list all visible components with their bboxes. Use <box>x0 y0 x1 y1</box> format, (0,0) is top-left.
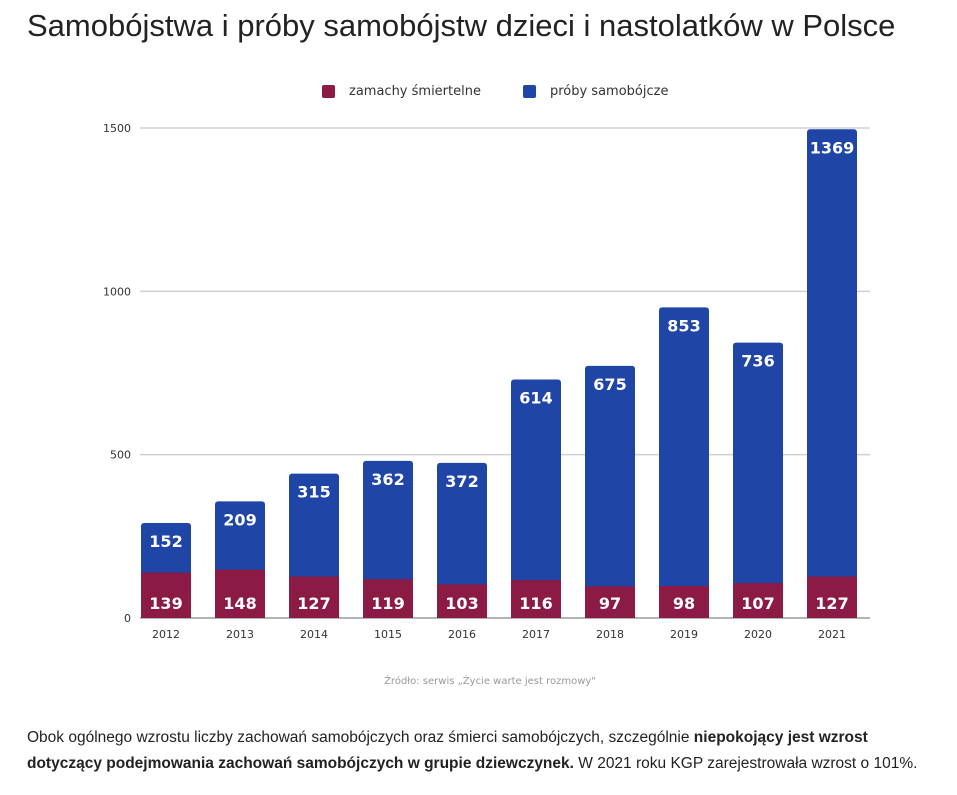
x-tick-label: 2020 <box>744 628 772 641</box>
bar-attempts <box>733 342 783 588</box>
data-label-deaths: 139 <box>149 594 182 613</box>
x-tick-label: 2016 <box>448 628 476 641</box>
data-label-deaths: 148 <box>223 594 256 613</box>
bar-attempts <box>807 129 857 581</box>
data-label-attempts: 362 <box>371 470 404 489</box>
x-tick-label: 2018 <box>596 628 624 641</box>
y-tick-label: 1500 <box>103 122 131 135</box>
legend: zamachy śmiertelne próby samobójcze <box>322 84 710 99</box>
data-label-attempts: 853 <box>667 316 700 335</box>
data-label-attempts: 1369 <box>810 138 855 157</box>
data-label-deaths: 119 <box>371 594 404 613</box>
bar-chart: 0 500 1000 1500 152 139 2012 209 148 2013 315 127 20… <box>103 122 870 641</box>
bar-deaths <box>289 576 339 618</box>
bar-attempts <box>289 473 339 581</box>
x-tick-label: 2017 <box>522 628 550 641</box>
data-label-deaths: 127 <box>297 594 330 613</box>
data-label-attempts: 372 <box>445 472 478 491</box>
x-tick-label: 2021 <box>818 628 846 641</box>
bar-attempts <box>141 522 191 577</box>
y-tick-label: 1000 <box>103 285 131 298</box>
legend-label-attempts: próby samobójcze <box>549 84 669 99</box>
data-label-attempts: 675 <box>593 375 626 394</box>
x-tick-label: 2019 <box>670 628 698 641</box>
data-label-attempts: 736 <box>741 352 774 371</box>
note-text-2: W 2021 roku KGP zarejestrowała wzrost o … <box>573 755 918 772</box>
x-tick-label: 2014 <box>300 628 328 641</box>
bar-deaths <box>733 583 783 618</box>
bar-deaths <box>585 586 635 618</box>
bar-attempts <box>511 379 561 585</box>
bar-deaths <box>215 569 265 618</box>
chart-title: Samobójstwa i próby samobójstw dzieci i … <box>27 8 896 43</box>
data-label-deaths: 107 <box>741 594 774 613</box>
bar-deaths <box>511 580 561 618</box>
x-tick-label: 1015 <box>374 628 402 641</box>
data-label-deaths: 103 <box>445 594 478 613</box>
data-label-attempts: 614 <box>519 389 552 408</box>
y-tick-label: 500 <box>110 449 131 462</box>
bar-deaths <box>363 579 413 618</box>
x-tick-label: 2012 <box>152 628 180 641</box>
bar-deaths <box>807 576 857 618</box>
data-label-attempts: 152 <box>149 532 182 551</box>
source-note: Źródło: serwis „Życie warte jest rozmowy… <box>384 676 596 687</box>
bar-attempts <box>659 307 709 590</box>
note-text-1: Obok ogólnego wzrostu liczby zachowań sa… <box>27 729 694 746</box>
data-label-deaths: 98 <box>673 594 695 613</box>
bar-deaths <box>437 584 487 618</box>
description-paragraph: Obok ogólnego wzrostu liczby zachowań sa… <box>27 725 942 777</box>
bar-deaths <box>659 585 709 618</box>
legend-item-deaths: zamachy śmiertelne <box>322 84 481 99</box>
x-tick-label: 2013 <box>226 628 254 641</box>
y-tick-label: 0 <box>124 612 131 625</box>
bar-attempts <box>363 460 413 584</box>
bar-attempts <box>215 501 265 574</box>
legend-swatch-attempts <box>522 85 536 98</box>
data-label-deaths: 127 <box>815 594 848 613</box>
legend-label-deaths: zamachy śmiertelne <box>349 84 481 99</box>
note-text-bold: niepokojący jest wzrost dotyczący podejm… <box>27 729 868 772</box>
bar-attempts <box>437 462 487 589</box>
data-label-deaths: 116 <box>519 594 552 613</box>
legend-swatch-deaths <box>322 85 335 98</box>
data-label-attempts: 315 <box>297 483 330 502</box>
bar-deaths <box>141 572 191 618</box>
legend-item-attempts: próby samobójcze <box>522 84 669 99</box>
bar-attempts <box>585 365 635 591</box>
data-label-deaths: 97 <box>599 594 621 613</box>
data-label-attempts: 209 <box>223 510 256 529</box>
